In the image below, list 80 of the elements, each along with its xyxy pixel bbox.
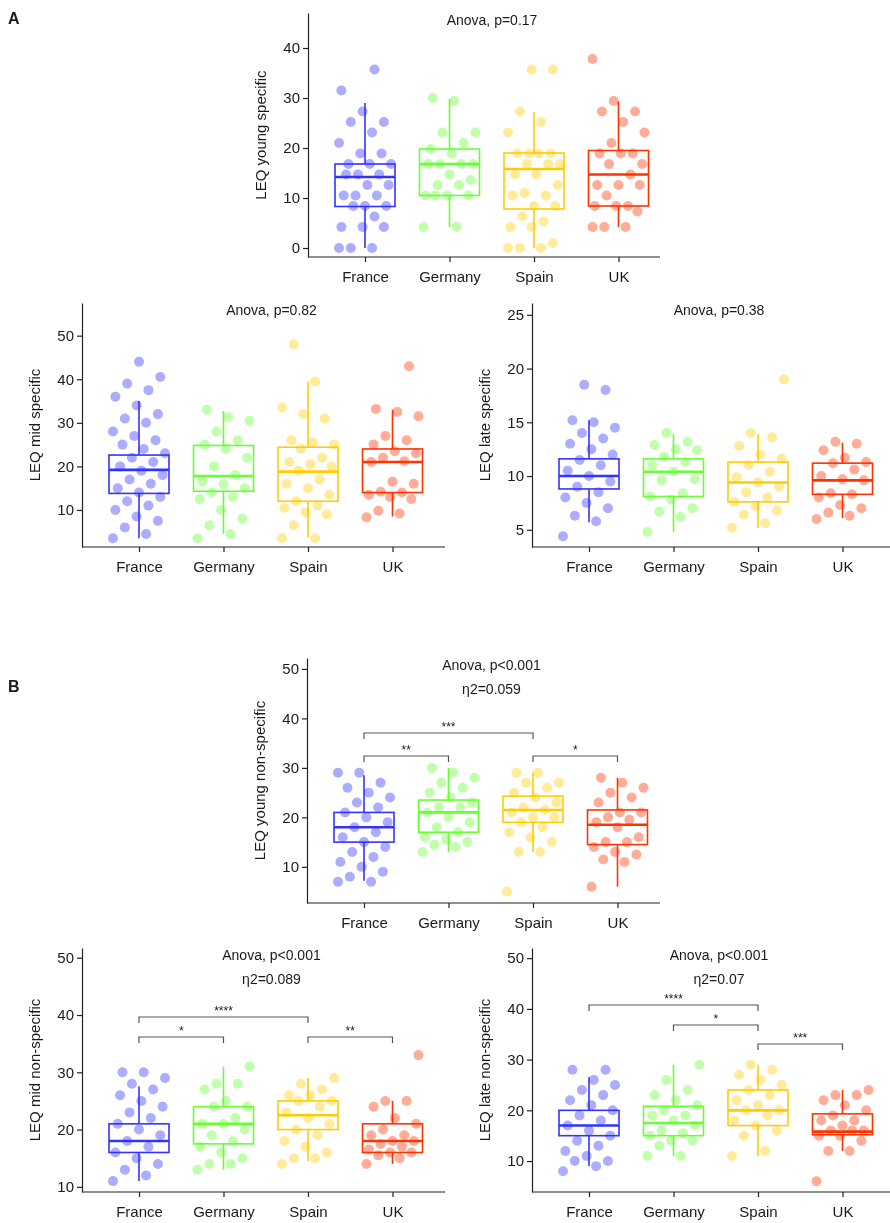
y-axis-title: LEQ mid non-specific — [26, 998, 43, 1142]
text: η2=0.089 — [242, 971, 302, 987]
y-axis-title: LEQ late non-specific — [476, 998, 493, 1142]
y-tick-label: 10 — [57, 1178, 74, 1196]
annotation: * — [713, 1012, 719, 1026]
y-axis-title: LEQ young specific — [252, 69, 269, 200]
x-tick-label: UK — [382, 1202, 404, 1220]
x-tick-label: Spain — [289, 557, 328, 575]
y-tick-label: 40 — [283, 39, 300, 57]
y-tick-label: 10 — [282, 858, 299, 876]
y-tick-label: 5 — [515, 521, 524, 539]
y-tick-label: 10 — [57, 501, 74, 519]
text: B — [8, 678, 20, 695]
y-tick-label: 40 — [507, 1000, 524, 1018]
y-tick-label: 10 — [507, 1152, 524, 1170]
annotation: *** — [441, 720, 456, 734]
chart-title: Anova, p<0.001 — [442, 657, 541, 673]
y-tick-label: 10 — [507, 467, 524, 485]
y-tick-label: 50 — [57, 949, 74, 967]
y-axis-title: LEQ young non-specific — [251, 700, 268, 861]
x-tick-label: France — [566, 557, 613, 575]
text: η2=0.07 — [693, 971, 745, 987]
annotation: *** — [793, 1031, 808, 1045]
annotation: **** — [214, 1004, 234, 1018]
x-tick-label: UK — [608, 267, 630, 285]
y-tick-label: 30 — [57, 414, 74, 432]
y-tick-label: 25 — [507, 306, 524, 324]
x-tick-label: Spain — [514, 913, 553, 931]
x-tick-label: UK — [607, 913, 629, 931]
x-tick-label: Spain — [739, 557, 778, 575]
y-tick-label: 20 — [57, 1120, 74, 1138]
x-tick-label: France — [341, 913, 388, 931]
chart-title: Anova, p<0.001 — [669, 947, 769, 963]
x-tick-label: France — [566, 1202, 613, 1220]
annotation: * — [572, 743, 578, 757]
y-tick-label: 10 — [283, 189, 300, 207]
y-axis-title: LEQ mid specific — [26, 368, 43, 482]
x-tick-label: Spain — [739, 1202, 778, 1220]
x-tick-label: France — [116, 1202, 163, 1220]
y-tick-label: 15 — [507, 413, 524, 431]
y-tick-label: 20 — [507, 359, 524, 377]
annotation: ** — [345, 1024, 356, 1038]
annotation: * — [178, 1024, 184, 1038]
text: A — [8, 10, 20, 27]
y-tick-label: 20 — [282, 808, 299, 826]
x-tick-label: France — [342, 267, 389, 285]
y-tick-label: 50 — [282, 660, 299, 678]
y-tick-label: 50 — [57, 326, 74, 344]
x-tick-label: Spain — [515, 267, 554, 285]
y-axis-title: LEQ late specific — [476, 368, 493, 482]
chart-title: Anova, p=0.38 — [673, 302, 765, 318]
annotation: **** — [664, 992, 684, 1006]
x-tick-label: Germany — [418, 913, 481, 931]
y-tick-label: 30 — [283, 89, 300, 107]
chart-title: Anova, p=0.17 — [446, 12, 538, 28]
y-tick-label: 40 — [282, 709, 299, 727]
x-tick-label: UK — [382, 557, 404, 575]
x-tick-label: Germany — [193, 1202, 256, 1220]
x-tick-label: France — [116, 557, 163, 575]
y-tick-label: 40 — [57, 1006, 74, 1024]
chart-title: Anova, p=0.82 — [226, 302, 318, 318]
x-tick-label: Germany — [643, 557, 706, 575]
y-tick-label: 40 — [57, 370, 74, 388]
x-tick-label: Spain — [289, 1202, 328, 1220]
y-tick-label: 30 — [57, 1063, 74, 1081]
x-tick-label: Germany — [193, 557, 256, 575]
x-tick-label: UK — [832, 557, 854, 575]
chart-title: Anova, p<0.001 — [222, 947, 321, 963]
x-tick-label: UK — [832, 1202, 854, 1220]
y-tick-label: 20 — [283, 139, 300, 157]
y-tick-label: 20 — [57, 457, 74, 475]
y-tick-label: 30 — [507, 1050, 524, 1068]
y-tick-label: 0 — [291, 239, 300, 257]
x-tick-label: Germany — [419, 267, 482, 285]
x-tick-label: Germany — [643, 1202, 706, 1220]
y-tick-label: 30 — [282, 759, 299, 777]
text: η2=0.059 — [462, 681, 522, 697]
annotation: ** — [401, 743, 412, 757]
y-tick-label: 50 — [507, 949, 524, 967]
y-tick-label: 20 — [507, 1101, 524, 1119]
